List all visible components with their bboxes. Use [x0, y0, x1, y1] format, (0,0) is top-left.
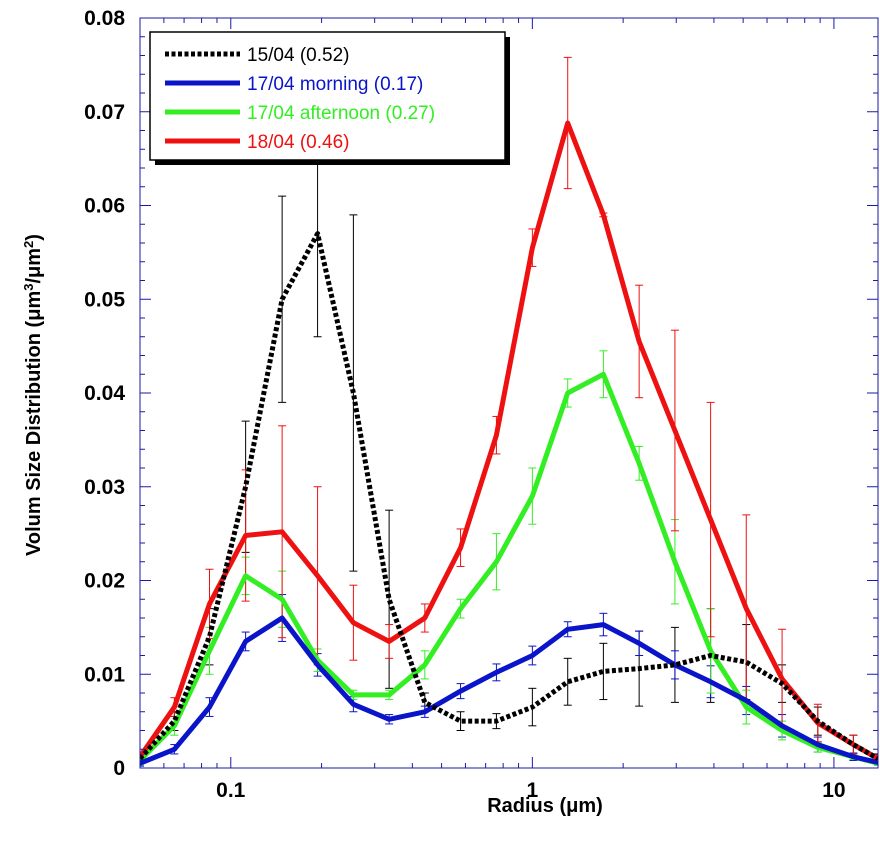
x-tick-label: 1	[527, 779, 539, 802]
y-axis-title-slash: /	[23, 278, 45, 284]
series-line-0	[140, 231, 878, 761]
error-bar	[599, 642, 608, 701]
y-axis-title-exponent-1: 3	[21, 284, 36, 291]
y-tick-label: 0.07	[84, 101, 125, 124]
y-tick-label: 0	[113, 757, 125, 780]
y-axis-title-main: Volum Size Distribution (	[23, 320, 45, 556]
error-bar	[385, 509, 394, 689]
x-tick-label: 10	[822, 779, 845, 802]
legend-label: 17/04 morning (0.17)	[247, 74, 423, 95]
y-tick-label: 0.06	[84, 195, 125, 218]
error-bar	[456, 711, 465, 731]
y-axis-title-exponent-2: 2	[21, 241, 36, 248]
error-bar	[349, 214, 358, 572]
series-line-1	[140, 615, 878, 766]
y-tick-label: 0.08	[84, 7, 125, 30]
y-tick-label: 0.04	[84, 382, 125, 405]
y-axis-title-unit-2: μm	[23, 248, 45, 278]
y-tick-label: 0.05	[84, 288, 125, 311]
plot-area	[140, 56, 878, 767]
y-tick-label: 0.02	[84, 570, 125, 593]
legend: 15/04 (0.52) 17/04 morning (0.17) 17/04 af…	[149, 31, 510, 165]
y-axis-title: Volum Size Distribution (μm3/μm2)	[21, 234, 46, 556]
legend-label: 18/04 (0.46)	[247, 132, 349, 153]
series-line-3	[140, 120, 878, 762]
x-axis-title: Radius (μm)	[487, 795, 603, 817]
legend-label: 15/04 (0.52)	[247, 45, 349, 66]
x-tick-label: 0.1	[216, 779, 246, 802]
axes-layer: 0 0.01 0.02 0.03 0.04 0.05 0.06 0.07 0.08 0.1 1 10	[84, 7, 879, 802]
y-axis-title-unit-1: μm	[23, 291, 45, 321]
legend-label: 17/04 afternoon (0.27)	[247, 103, 435, 124]
series-line-2	[140, 371, 878, 766]
y-tick-label: 0.01	[84, 663, 125, 686]
error-bar	[563, 657, 572, 706]
y-axis-title-close: )	[23, 234, 45, 241]
series-layer	[140, 56, 878, 767]
y-tick-label: 0.03	[84, 476, 125, 499]
